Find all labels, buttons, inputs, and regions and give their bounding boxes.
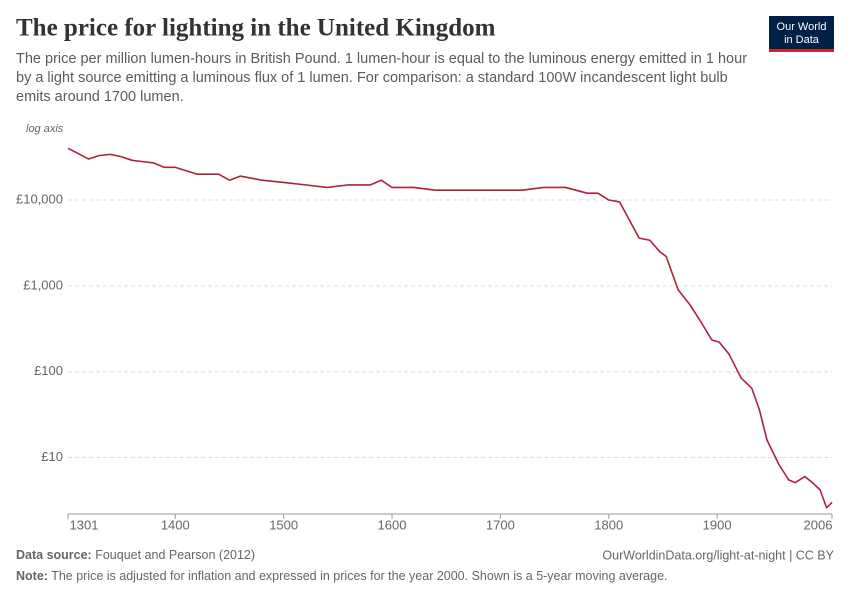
- x-tick-label: 1400: [161, 517, 190, 532]
- line: [67, 147, 833, 509]
- source-label: Data source:: [16, 548, 92, 562]
- x-tick-label: 1700: [486, 517, 515, 532]
- y-tick-label: £1,000: [23, 277, 63, 292]
- note-label: Note:: [16, 569, 48, 583]
- x-tick-label: 1800: [594, 517, 623, 532]
- axis-note: log axis: [26, 123, 64, 135]
- logo-text: Our World: [777, 21, 827, 33]
- chart-title: The price for lighting in the United Kin…: [16, 15, 496, 42]
- footer: Note: The price is adjusted for inflatio…: [16, 569, 668, 583]
- x-tick-label: 1301: [70, 517, 99, 532]
- logo[interactable]: [769, 16, 834, 52]
- y-tick-label: £10,000: [16, 191, 63, 206]
- note: The price is adjusted for inflation and …: [51, 569, 667, 583]
- x-tick-label: 1600: [378, 517, 407, 532]
- source-url[interactable]: OurWorldinData.org/light-at-night | CC B…: [602, 548, 834, 562]
- y-tick-label: £10: [41, 449, 63, 464]
- x-tick-label: 1500: [269, 517, 298, 532]
- chart-subtitle: The price per million lumen-hours in Bri…: [16, 51, 748, 105]
- logo-bar: [769, 49, 834, 52]
- footer: Data source: Fouquet and Pearson (2012): [16, 548, 255, 562]
- x-tick-label: 2006: [804, 517, 833, 532]
- subtitle-box: The price per million lumen-hours in Bri…: [16, 51, 748, 105]
- source: Fouquet and Pearson (2012): [95, 548, 255, 562]
- x-tick-label: 1900: [703, 517, 732, 532]
- logo-text: in Data: [784, 34, 820, 46]
- y-tick-label: £100: [34, 363, 63, 378]
